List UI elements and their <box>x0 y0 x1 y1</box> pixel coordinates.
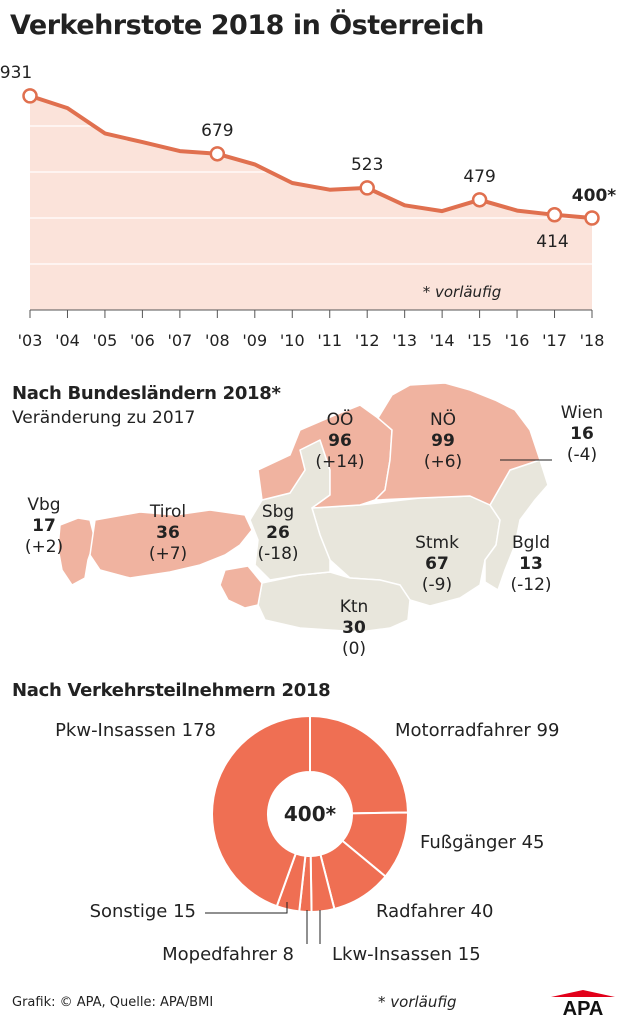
map-subheading: Veränderung zu 2017 <box>12 408 196 428</box>
region-name: Bgld <box>512 533 550 553</box>
data-point <box>471 192 488 208</box>
x-tick-label: '08 <box>205 331 230 350</box>
x-tick-label: '14 <box>430 331 455 350</box>
region-change: (-18) <box>257 544 298 564</box>
region-change: (+7) <box>149 544 187 564</box>
chart-title: Verkehrstote 2018 in Österreich <box>10 10 484 41</box>
region-name: OÖ <box>327 408 354 430</box>
region-ktn <box>257 571 411 633</box>
region-value: 96 <box>328 431 352 451</box>
x-tick-label: '12 <box>355 331 380 350</box>
region-value: 16 <box>570 424 594 444</box>
pie-slice <box>309 714 410 815</box>
data-label: 414 <box>536 232 568 252</box>
slice-label: Motorradfahrer 99 <box>395 720 559 741</box>
region-value: 26 <box>266 523 290 543</box>
x-tick-label: '10 <box>280 331 305 350</box>
x-tick-label: '06 <box>130 331 155 350</box>
x-tick-label: '09 <box>242 331 267 350</box>
slice-label: Fußgänger 45 <box>420 832 545 853</box>
series-line <box>29 93 593 220</box>
region-osttirol <box>219 565 263 609</box>
region-value: 99 <box>431 431 455 451</box>
data-label: 523 <box>351 155 383 175</box>
slice-label: Sonstige 15 <box>90 901 196 922</box>
data-point <box>584 210 600 226</box>
region-change: (+2) <box>25 537 63 557</box>
region-name: Ktn <box>340 597 369 617</box>
pie-slice <box>211 714 311 908</box>
region-name: Stmk <box>415 533 459 553</box>
region-change: (-9) <box>422 575 452 595</box>
data-point <box>209 146 226 162</box>
x-tick-label: '16 <box>505 331 530 350</box>
x-tick-label: '11 <box>317 331 342 350</box>
line-chart: '03 '04 '05 '06 '07 '08 '09 '10 '11 '12 '13 '14 '15 '… <box>0 63 616 350</box>
region-value: 36 <box>156 523 180 543</box>
footnote: * vorläufig <box>378 993 457 1011</box>
data-label: 400* <box>572 186 616 206</box>
region-name: Tirol <box>149 502 186 522</box>
x-tick-label: '17 <box>542 331 567 350</box>
region-vbg <box>57 517 96 586</box>
donut-center-label: 400* <box>284 802 337 826</box>
donut-chart: 400* Motorradfahrer 99 Fußgänger 45 Radfahr… <box>55 714 559 965</box>
x-tick-label: '05 <box>93 331 118 350</box>
svg-text:APA: APA <box>563 998 604 1016</box>
participants-heading: Nach Verkehrsteilnehmern 2018 <box>12 680 331 701</box>
region-change: (-4) <box>567 445 597 465</box>
region-ooe <box>257 404 393 509</box>
region-change: (0) <box>342 639 366 659</box>
region-value: 13 <box>519 554 543 574</box>
x-tick-label: '04 <box>55 331 80 350</box>
region-change: (+6) <box>424 452 462 472</box>
data-point <box>22 88 38 104</box>
region-name: Vbg <box>27 495 60 515</box>
x-tick-label: '15 <box>467 331 492 350</box>
apa-logo: APA <box>551 990 615 1016</box>
x-tick-label: '18 <box>580 331 605 350</box>
chart-annotation: * vorläufig <box>423 283 502 301</box>
region-change: (+14) <box>315 452 364 472</box>
slice-label: Radfahrer 40 <box>376 901 493 922</box>
region-value: 30 <box>342 618 366 638</box>
data-point <box>546 207 563 223</box>
data-label: 479 <box>463 167 495 187</box>
x-tick-label: '03 <box>18 331 43 350</box>
slice-label: Pkw-Insassen 178 <box>55 720 216 741</box>
region-name: Sbg <box>262 502 294 522</box>
slice-label: Lkw-Insassen 15 <box>332 944 481 965</box>
x-tick-label: '07 <box>167 331 192 350</box>
map-heading: Nach Bundesländern 2018* <box>12 383 281 404</box>
slice-label: Mopedfahrer 8 <box>162 944 294 965</box>
region-change: (-12) <box>510 575 551 595</box>
source-credit: Grafik: © APA, Quelle: APA/BMI <box>12 995 214 1010</box>
data-label: 679 <box>201 121 233 141</box>
region-noe <box>374 382 541 506</box>
data-label: 931 <box>0 63 32 83</box>
region-name: NÖ <box>430 408 456 430</box>
x-tick-label: '13 <box>392 331 417 350</box>
region-name: Wien <box>561 403 603 423</box>
region-value: 67 <box>425 554 449 574</box>
leader-sonstige <box>205 902 288 914</box>
region-value: 17 <box>32 516 56 536</box>
area-fill <box>30 95 592 311</box>
region-tirol <box>89 509 253 579</box>
data-point <box>359 180 375 196</box>
region-bgld <box>484 459 549 591</box>
